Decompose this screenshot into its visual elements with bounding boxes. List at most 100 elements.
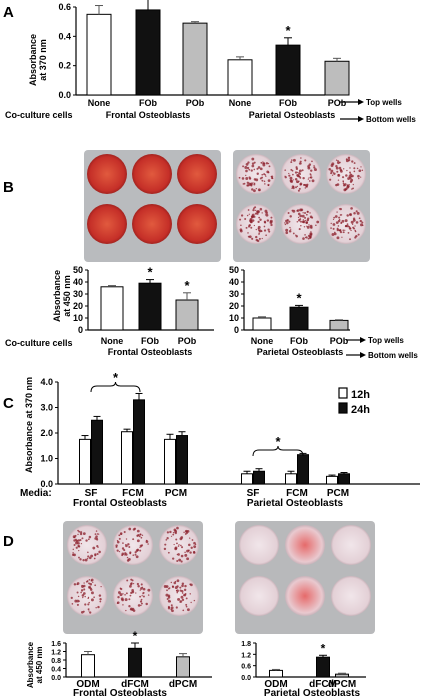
stain-dot xyxy=(354,229,357,232)
stain-dot xyxy=(85,539,88,542)
stain-dot xyxy=(356,167,359,170)
stain-dot xyxy=(80,542,83,545)
stain-dot xyxy=(256,172,259,175)
stain-dot xyxy=(259,177,262,180)
bar xyxy=(135,9,161,96)
stain-dot xyxy=(346,184,350,188)
stain-dot xyxy=(304,187,307,189)
stain-dot xyxy=(171,609,174,613)
stain-dot xyxy=(311,216,314,219)
bar xyxy=(316,656,330,678)
stain-dot xyxy=(141,544,144,547)
stain-dot xyxy=(300,157,302,159)
significance-star: * xyxy=(285,23,291,38)
stain-dot xyxy=(137,604,141,607)
stain-dot xyxy=(251,162,255,165)
stain-dot xyxy=(245,226,248,229)
well xyxy=(177,204,217,244)
stain-dot xyxy=(70,596,73,599)
stain-dot xyxy=(176,585,179,588)
category-label: POb xyxy=(178,336,197,346)
stain-dot xyxy=(298,187,301,190)
bar xyxy=(285,473,297,485)
stain-dot xyxy=(97,533,100,535)
stain-dot xyxy=(172,533,175,536)
y-tick-label: 0 xyxy=(78,325,83,335)
well xyxy=(67,576,107,616)
stain-dot xyxy=(92,581,94,583)
stain-dot xyxy=(344,229,346,231)
stain-dot xyxy=(121,547,125,550)
stain-dot xyxy=(331,232,335,236)
stain-dot xyxy=(132,538,135,541)
stain-dot xyxy=(253,215,256,218)
stain-dot xyxy=(96,533,99,535)
category-label: dFCM xyxy=(121,679,149,690)
stain-dot xyxy=(256,210,259,214)
significance-star: * xyxy=(184,278,190,293)
stain-dot xyxy=(88,556,92,560)
stain-dot xyxy=(78,530,81,533)
stain-dot xyxy=(341,219,345,223)
stain-dot xyxy=(179,600,183,603)
stain-dot xyxy=(288,230,292,233)
stain-dot xyxy=(84,603,87,606)
panel-a-group1-label: Frontal Osteoblasts xyxy=(106,110,191,120)
bar xyxy=(79,438,91,485)
stain-dot xyxy=(88,608,90,610)
stain-dot xyxy=(73,543,76,546)
stain-dot xyxy=(175,606,178,609)
stain-dot xyxy=(140,598,143,601)
stain-dot xyxy=(250,226,253,229)
stain-dot xyxy=(342,181,345,183)
stain-dot xyxy=(262,163,264,165)
stain-dot xyxy=(349,177,352,180)
stain-dot xyxy=(353,167,356,170)
stain-dot xyxy=(342,231,345,234)
category-label: PCM xyxy=(327,488,349,499)
stain-dot xyxy=(77,542,80,545)
stain-dot xyxy=(338,166,342,170)
stain-dot xyxy=(125,553,128,556)
stain-dot xyxy=(245,169,248,173)
stain-dot xyxy=(183,531,185,534)
stain-dot xyxy=(346,214,349,217)
stain-dot xyxy=(271,175,274,178)
stain-dot xyxy=(339,207,342,211)
stain-dot xyxy=(131,607,135,611)
stain-dot xyxy=(302,219,304,221)
stain-dot xyxy=(78,545,81,548)
stain-dot xyxy=(358,177,360,180)
panel-b-plate-left xyxy=(84,150,221,262)
stain-dot xyxy=(255,228,257,231)
stain-dot xyxy=(355,210,358,213)
stain-dot xyxy=(141,586,144,589)
panel-d-ylabel: Absorbance at 450 nm xyxy=(26,641,44,688)
stain-dot xyxy=(356,211,360,215)
stain-dot xyxy=(184,553,188,557)
bar xyxy=(164,438,176,485)
panel-a-group2-label: Parietal Osteoblasts xyxy=(249,110,336,120)
stain-dot xyxy=(288,172,290,175)
stain-dot xyxy=(352,219,356,222)
stain-dot xyxy=(335,165,338,168)
bar xyxy=(338,473,350,485)
stain-dot xyxy=(296,173,300,177)
y-tick-label: 50 xyxy=(229,265,239,275)
stain-dot xyxy=(139,533,142,536)
stain-dot xyxy=(347,231,350,234)
stain-dot xyxy=(254,212,257,215)
stain-dot xyxy=(300,220,302,223)
stain-dot xyxy=(177,597,181,601)
stain-dot xyxy=(82,596,84,599)
stain-dot xyxy=(99,600,102,603)
y-tick-label: 0.0 xyxy=(40,479,53,489)
stain-dot xyxy=(331,174,334,176)
stain-dot xyxy=(298,228,301,231)
panel-b-arrowhead-bottom-icon xyxy=(360,352,366,358)
stain-dot xyxy=(267,179,271,183)
stain-dot xyxy=(263,229,267,232)
stain-dot xyxy=(248,224,251,227)
stain-dot xyxy=(337,219,341,223)
panel-b-ylabel: Absorbance at 450 nm xyxy=(52,270,72,322)
